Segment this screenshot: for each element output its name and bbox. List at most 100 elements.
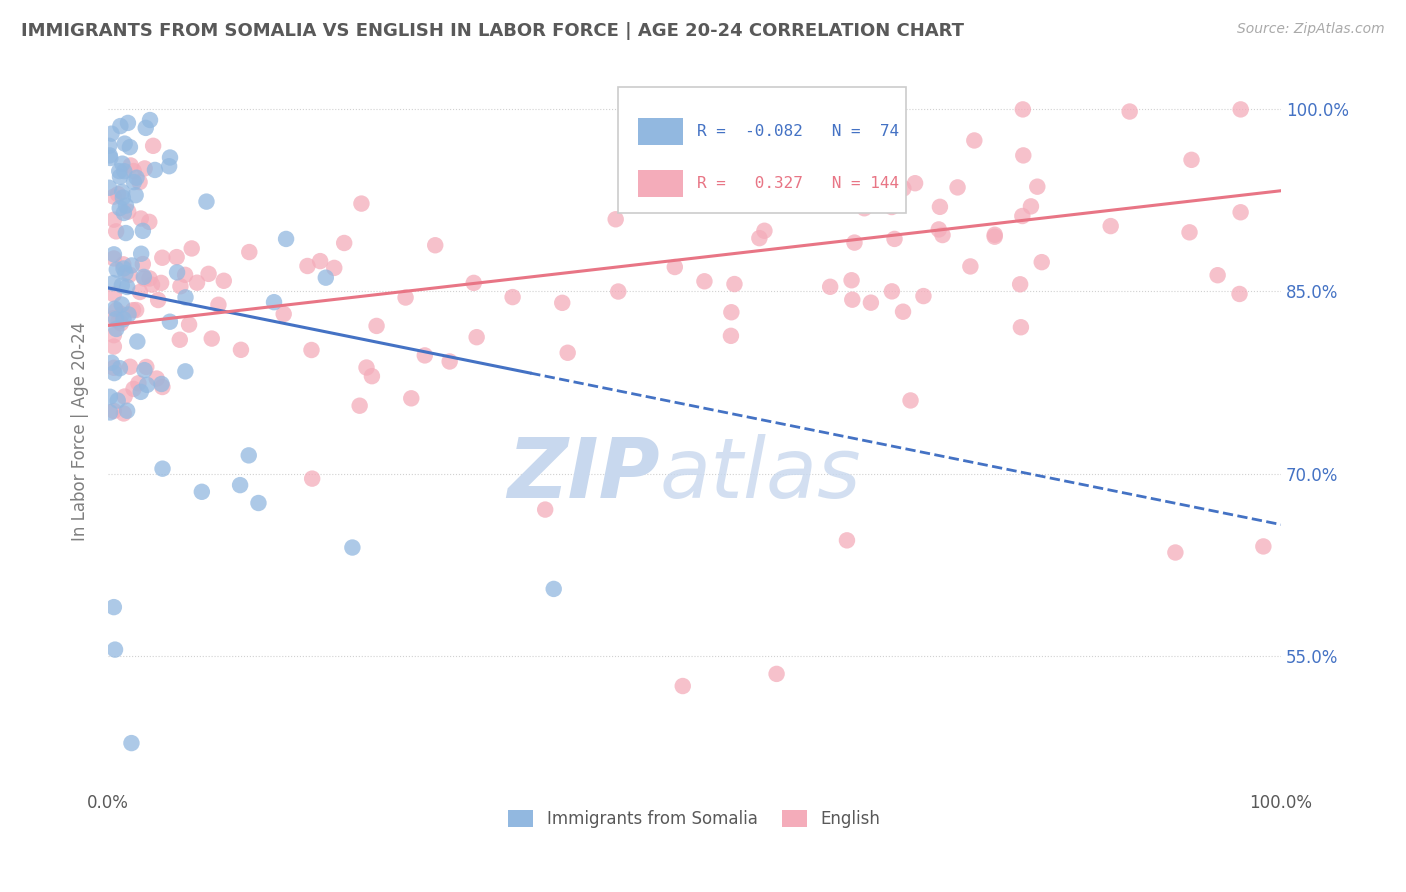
Point (309, 254, 332, 268)
Point (129, 384, 152, 399)
Point (103, 366, 125, 380)
Point (297, 259, 319, 273)
Point (103, 252, 125, 266)
Point (134, 161, 156, 176)
Point (247, 496, 270, 510)
Point (904, 176, 927, 190)
Point (180, 242, 202, 256)
Point (880, 285, 903, 299)
Point (103, 247, 125, 261)
Point (534, 502, 557, 516)
Point (114, 266, 136, 280)
Point (103, 600, 125, 615)
Point (111, 297, 134, 311)
Point (127, 334, 149, 349)
Point (186, 276, 208, 290)
Point (120, 736, 142, 750)
Point (342, 541, 364, 555)
Point (394, 291, 416, 305)
Point (931, 228, 953, 243)
Point (174, 268, 197, 282)
Point (134, 363, 156, 377)
Bar (638, 169, 683, 197)
Point (238, 245, 260, 260)
Point (207, 298, 229, 312)
Point (128, 285, 150, 299)
Point (108, 201, 131, 215)
Point (633, 165, 655, 179)
Point (841, 273, 863, 287)
Point (723, 277, 745, 291)
Point (853, 201, 876, 215)
Point (350, 196, 373, 211)
Point (425, 238, 447, 252)
Point (110, 317, 132, 331)
Point (121, 259, 143, 273)
Point (115, 226, 138, 240)
Point (263, 295, 285, 310)
Point (122, 382, 145, 396)
Point (664, 260, 686, 274)
Point (114, 390, 136, 404)
Point (841, 293, 863, 307)
Text: Source: ZipAtlas.com: Source: ZipAtlas.com (1237, 22, 1385, 37)
Point (238, 449, 260, 463)
Bar (638, 118, 683, 145)
Point (169, 333, 191, 347)
Point (946, 180, 969, 194)
Point (893, 181, 915, 195)
Point (177, 318, 200, 332)
Point (197, 267, 219, 281)
Point (138, 271, 160, 285)
Point (929, 200, 952, 214)
Point (159, 151, 181, 165)
Point (349, 399, 371, 413)
Point (118, 268, 141, 282)
Point (356, 360, 378, 375)
Point (720, 328, 742, 343)
Point (1012, 148, 1035, 162)
Point (166, 250, 188, 264)
Point (1164, 545, 1187, 559)
Point (1118, 104, 1140, 119)
Point (875, 171, 897, 186)
Point (150, 376, 173, 391)
Point (142, 138, 165, 153)
Point (754, 224, 776, 238)
Point (844, 235, 866, 250)
Point (98, 405, 121, 419)
Point (201, 332, 224, 346)
Point (191, 484, 214, 499)
Point (883, 232, 905, 246)
Point (648, 155, 671, 169)
Point (103, 328, 125, 343)
Point (125, 303, 148, 318)
Point (1026, 179, 1049, 194)
Point (765, 666, 787, 681)
Point (117, 204, 139, 219)
Point (361, 369, 384, 384)
Point (122, 175, 145, 189)
Point (543, 582, 565, 596)
Point (111, 191, 134, 205)
Point (145, 371, 167, 385)
Point (112, 257, 135, 271)
Point (1229, 287, 1251, 301)
Text: R =  -0.082   N =  74: R = -0.082 N = 74 (697, 124, 898, 139)
Point (101, 276, 124, 290)
Point (104, 301, 127, 316)
Point (135, 120, 157, 135)
Point (900, 393, 922, 408)
Point (98, 138, 121, 153)
Point (607, 285, 630, 299)
Point (132, 269, 155, 284)
Point (105, 262, 128, 277)
Point (166, 265, 188, 279)
Point (983, 229, 1005, 244)
Point (891, 304, 914, 318)
Point (229, 343, 252, 357)
Point (112, 206, 135, 220)
Point (859, 295, 882, 310)
Point (110, 119, 132, 133)
Point (138, 215, 160, 229)
